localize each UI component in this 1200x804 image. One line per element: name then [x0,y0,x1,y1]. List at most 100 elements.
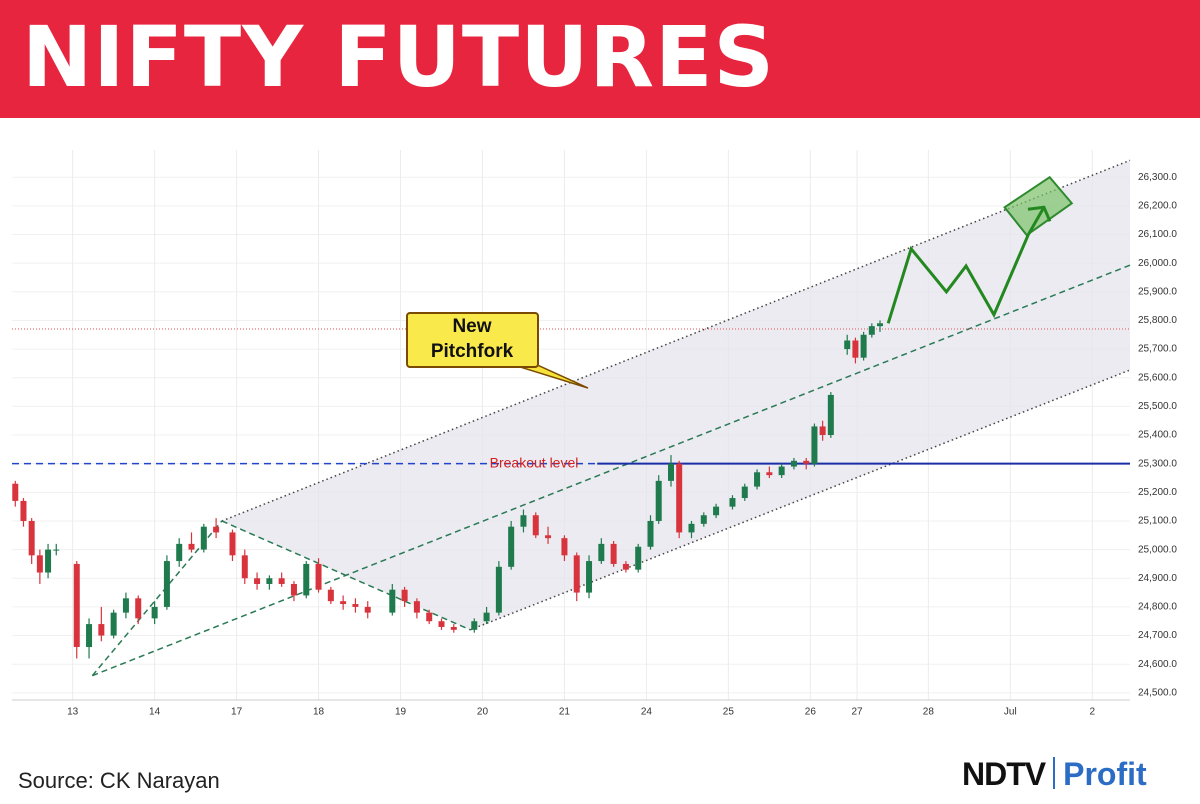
candle-body [852,340,859,358]
x-tick-label: Jul [1004,707,1017,718]
y-tick-label: 26,000.0 [1138,258,1177,269]
candle-body [667,463,674,481]
y-tick-label: 25,100.0 [1138,516,1177,527]
candle-body [508,526,515,567]
candle-body [647,520,654,547]
candle-body [413,601,420,613]
candle-body [364,606,371,613]
candle-body [573,555,580,593]
candle-body [163,561,170,607]
candle-body [53,549,60,551]
candle-body [483,612,490,622]
x-tick-label: 2 [1090,707,1096,718]
y-tick-label: 26,100.0 [1138,229,1177,240]
candle-body [315,563,322,590]
candle-body [176,543,183,562]
y-tick-label: 24,500.0 [1138,687,1177,698]
candle-body [352,604,359,607]
projection-arrowhead [1027,205,1052,222]
y-tick-label: 25,200.0 [1138,487,1177,498]
candle-body [622,563,629,570]
candle-body [73,563,80,648]
candle-body [844,340,851,350]
x-tick-label: 25 [723,707,735,718]
candle-body [45,549,52,573]
candle-body [819,426,826,436]
candle-body [741,486,748,499]
candle-body [389,589,396,613]
pitchfork-channel [221,160,1131,630]
candle-body [450,626,457,630]
y-tick-label: 24,900.0 [1138,573,1177,584]
candle-body [827,394,834,436]
candle-body [655,480,662,521]
x-tick-label: 28 [923,707,935,718]
x-tick-label: 20 [477,707,489,718]
candle-body [545,535,552,539]
candle-body [188,543,195,550]
candle-body [12,483,19,501]
candle-body [778,466,785,476]
logo: NDTV Profit [962,756,1147,793]
callout-box [406,312,539,368]
candle-body [495,566,502,613]
candle-body [290,583,297,596]
candle-body [471,621,478,630]
candle-body [729,498,736,507]
y-tick-label: 25,700.0 [1138,344,1177,355]
candle-body [754,472,761,487]
y-tick-label: 25,900.0 [1138,286,1177,297]
candle-body [438,621,445,627]
pitchfork-upper [221,159,1131,522]
banner: NIFTY FUTURES [0,0,1200,118]
pitchfork-handle [91,520,223,677]
candle-body [803,460,810,464]
callout-text: New [452,316,491,337]
candle-body [229,532,236,556]
candle-body [700,515,707,524]
y-tick-label: 24,700.0 [1138,630,1177,641]
candle-body [241,555,248,579]
pitchfork-lower [469,369,1131,631]
y-tick-label: 25,000.0 [1138,544,1177,555]
candle-body [254,578,261,584]
x-tick-label: 13 [67,707,79,718]
y-tick-label: 25,600.0 [1138,372,1177,383]
logo-separator [1053,757,1056,789]
y-tick-label: 24,800.0 [1138,602,1177,613]
title: NIFTY FUTURES [22,8,775,106]
candle-body [200,526,207,550]
x-tick-label: 17 [231,707,243,718]
candle-body [561,538,568,556]
logo-profit: Profit [1063,756,1147,792]
candle-body [586,561,593,593]
y-tick-label: 26,300.0 [1138,172,1177,183]
x-tick-label: 18 [313,707,325,718]
chart: 24,500.0 24,600.0 24,700.0 24,800.0 24,900.0… [12,150,1177,718]
x-tick-label: 14 [149,707,161,718]
candle-body [790,460,797,467]
candle-body [213,526,220,533]
x-tick-label: 27 [851,707,863,718]
candle-body [766,472,773,476]
y-tick-label: 26,200.0 [1138,201,1177,212]
candle-body [635,546,642,570]
projection-path [886,206,1046,324]
candle-body [327,589,334,602]
candle-body [426,612,433,622]
candle-body [520,515,527,527]
y-tick-label: 25,400.0 [1138,430,1177,441]
candle-body [598,543,605,562]
candle-body [135,598,142,619]
y-tick-label: 24,600.0 [1138,659,1177,670]
x-tick-label: 24 [641,707,653,718]
x-tick-label: 19 [395,707,407,718]
candle-body [122,598,129,613]
breakout-label: Breakout level [490,454,579,470]
y-tick-label: 25,500.0 [1138,401,1177,412]
candle-body [811,426,818,464]
source: Source: CK Narayan [18,768,220,793]
candle-body [28,520,35,556]
y-tick-label: 25,300.0 [1138,458,1177,469]
